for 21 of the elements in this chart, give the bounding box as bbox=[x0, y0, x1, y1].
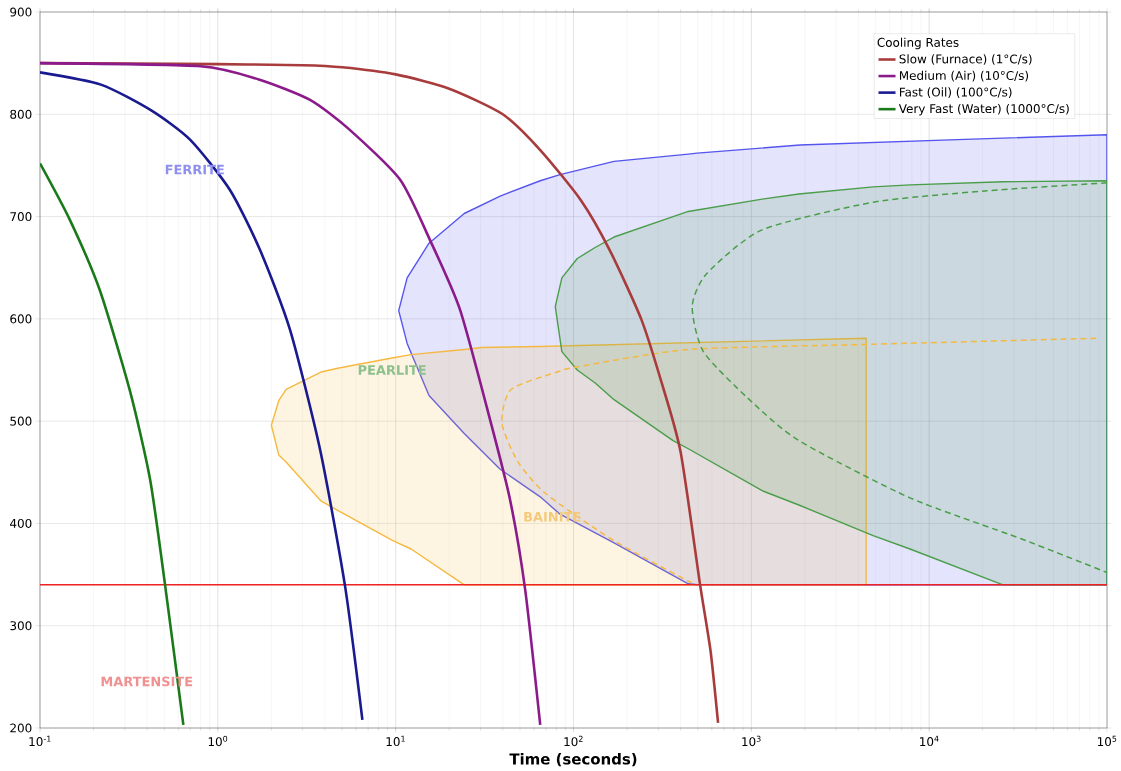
x-tick-label: 10$^{3}$ bbox=[742, 735, 761, 747]
legend-label: Very Fast (Water) (1000°C/s) bbox=[898, 103, 1069, 116]
x-tick-label: 10$^{-1}$ bbox=[29, 735, 51, 747]
y-tick-label: 700 bbox=[10, 212, 32, 222]
legend-title: Cooling Rates bbox=[877, 37, 959, 50]
legend-label: Fast (Oil) (100°C/s) bbox=[899, 87, 1012, 98]
x-tick-label: 10$^{0}$ bbox=[208, 735, 228, 747]
y-tick-label: 900 bbox=[10, 7, 32, 17]
y-tick-label: 400 bbox=[10, 518, 32, 528]
y-tick-label: 200 bbox=[10, 723, 32, 733]
y-tick-label: 300 bbox=[10, 621, 32, 631]
y-tick-label: 600 bbox=[10, 314, 32, 324]
x-tick-label: 10$^{2}$ bbox=[564, 735, 583, 747]
legend-label: Medium (Air) (10°C/s) bbox=[899, 70, 1029, 82]
x-tick-label: 10$^{5}$ bbox=[1097, 735, 1117, 747]
y-tick-label: 500 bbox=[10, 416, 32, 426]
x-axis-title: Time (seconds) bbox=[509, 753, 637, 767]
legend-label: Slow (Furnace) (1°C/s) bbox=[899, 54, 1032, 65]
x-tick-label: 10$^{1}$ bbox=[386, 735, 405, 747]
x-tick-label: 10$^{4}$ bbox=[920, 735, 939, 747]
y-tick-label: 800 bbox=[10, 109, 32, 119]
